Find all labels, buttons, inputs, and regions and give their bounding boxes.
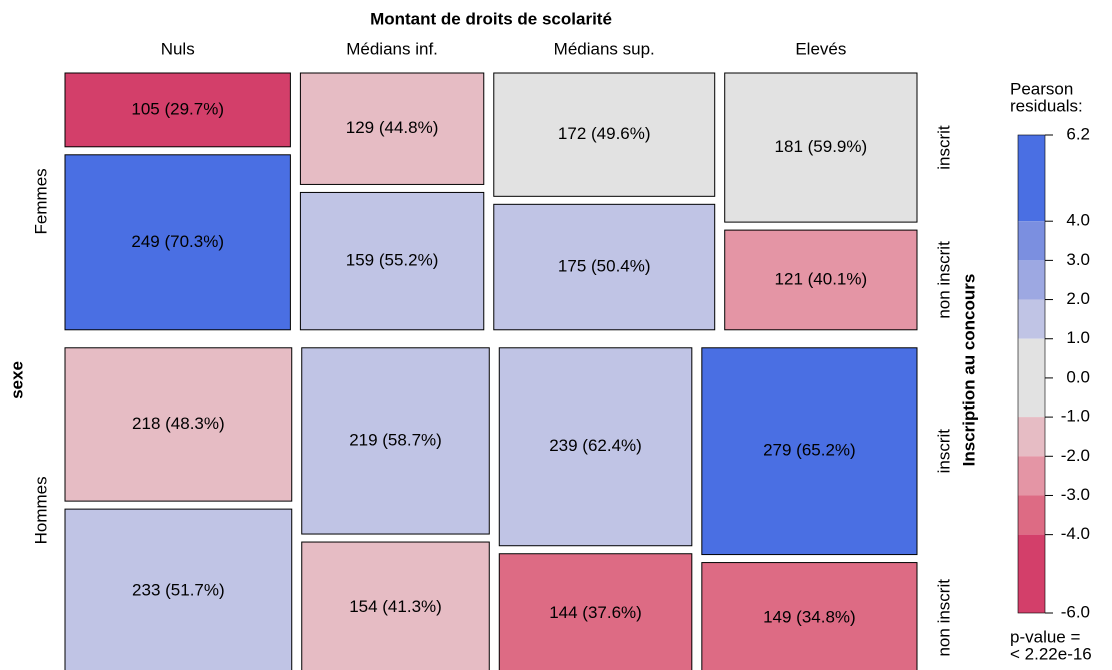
cell-label: 159 (55.2%)	[346, 251, 439, 270]
legend-tick-label: -4.0	[1061, 524, 1090, 543]
legend-band	[1018, 417, 1045, 457]
cell-label: 249 (70.3%)	[131, 232, 224, 251]
mosaic-cell	[493, 72, 716, 197]
legend-title: residuals:	[1010, 96, 1083, 115]
legend-tick-label: 0.0	[1066, 367, 1090, 386]
column-label: Elevés	[795, 39, 846, 58]
mosaic-cell	[701, 347, 918, 556]
legend-tick-label: 2.0	[1066, 289, 1090, 308]
mosaic-cell	[64, 347, 293, 502]
cell-label: 239 (62.4%)	[549, 436, 642, 455]
inner-label: non inscrit	[934, 579, 953, 657]
cell-label: 175 (50.4%)	[558, 257, 651, 276]
legend-band	[1018, 221, 1045, 261]
column-label: Nuls	[161, 39, 195, 58]
mosaic-cell	[64, 72, 291, 148]
legend-band	[1018, 260, 1045, 300]
cell-label: 219 (58.7%)	[349, 430, 442, 449]
legend-tick-label: -1.0	[1061, 407, 1090, 426]
cell-label: 233 (51.7%)	[132, 581, 225, 600]
cell-label: 172 (49.6%)	[558, 124, 651, 143]
cell-label: 144 (37.6%)	[549, 603, 642, 622]
legend-tick-label: 4.0	[1066, 211, 1090, 230]
row-label: Femmes	[31, 168, 50, 234]
legend-band	[1018, 338, 1045, 418]
chart-title: Montant de droits de scolarité	[370, 9, 612, 28]
mosaic-cell	[701, 562, 918, 670]
mosaic-cell	[301, 347, 490, 535]
mosaic-cell	[64, 508, 293, 670]
mosaic-cell	[498, 553, 693, 670]
cell-label: 154 (41.3%)	[349, 597, 442, 616]
legend-tick-label: -2.0	[1061, 446, 1090, 465]
cell-label: 181 (59.9%)	[775, 137, 868, 156]
cell-label: 105 (29.7%)	[131, 99, 224, 118]
mosaic-cell	[724, 72, 918, 223]
mosaic-cell	[498, 347, 693, 547]
legend-title: Pearson	[1010, 79, 1073, 98]
cell-label: 218 (48.3%)	[132, 414, 225, 433]
mosaic-cell	[299, 72, 485, 185]
inner-label: inscrit	[934, 429, 953, 474]
mosaic-cell	[301, 541, 490, 670]
column-label: Médians inf.	[346, 39, 438, 58]
cell-label: 279 (65.2%)	[763, 441, 856, 460]
row-label: Hommes	[31, 476, 50, 544]
cell-label: 121 (40.1%)	[775, 269, 868, 288]
column-label: Médians sup.	[554, 39, 655, 58]
cell-label: 149 (34.8%)	[763, 607, 856, 626]
legend-band	[1018, 456, 1045, 496]
inner-label: inscrit	[934, 125, 953, 170]
legend-band	[1018, 534, 1045, 613]
mosaic-cell	[493, 203, 716, 331]
legend-band	[1018, 299, 1045, 339]
mosaic-cell	[64, 154, 291, 331]
legend-tick-label: 6.2	[1066, 124, 1090, 143]
mosaic-cell	[299, 191, 485, 331]
legend-band	[1018, 495, 1045, 535]
legend-band	[1018, 135, 1045, 222]
inner-label: non inscrit	[934, 241, 953, 319]
mosaic-cell	[724, 229, 918, 331]
p-value: < 2.22e-16	[1010, 644, 1092, 663]
legend-frame	[1017, 134, 1046, 614]
legend-tick-label: -3.0	[1061, 485, 1090, 504]
cell-label: 129 (44.8%)	[346, 118, 439, 137]
legend-tick-label: 1.0	[1066, 328, 1090, 347]
legend-tick-label: -6.0	[1061, 602, 1090, 621]
inner-axis-title: Inscription au concours	[959, 274, 978, 467]
legend-tick-label: 3.0	[1066, 250, 1090, 269]
row-axis-title: sexe	[7, 361, 26, 399]
p-value: p-value =	[1010, 627, 1080, 646]
